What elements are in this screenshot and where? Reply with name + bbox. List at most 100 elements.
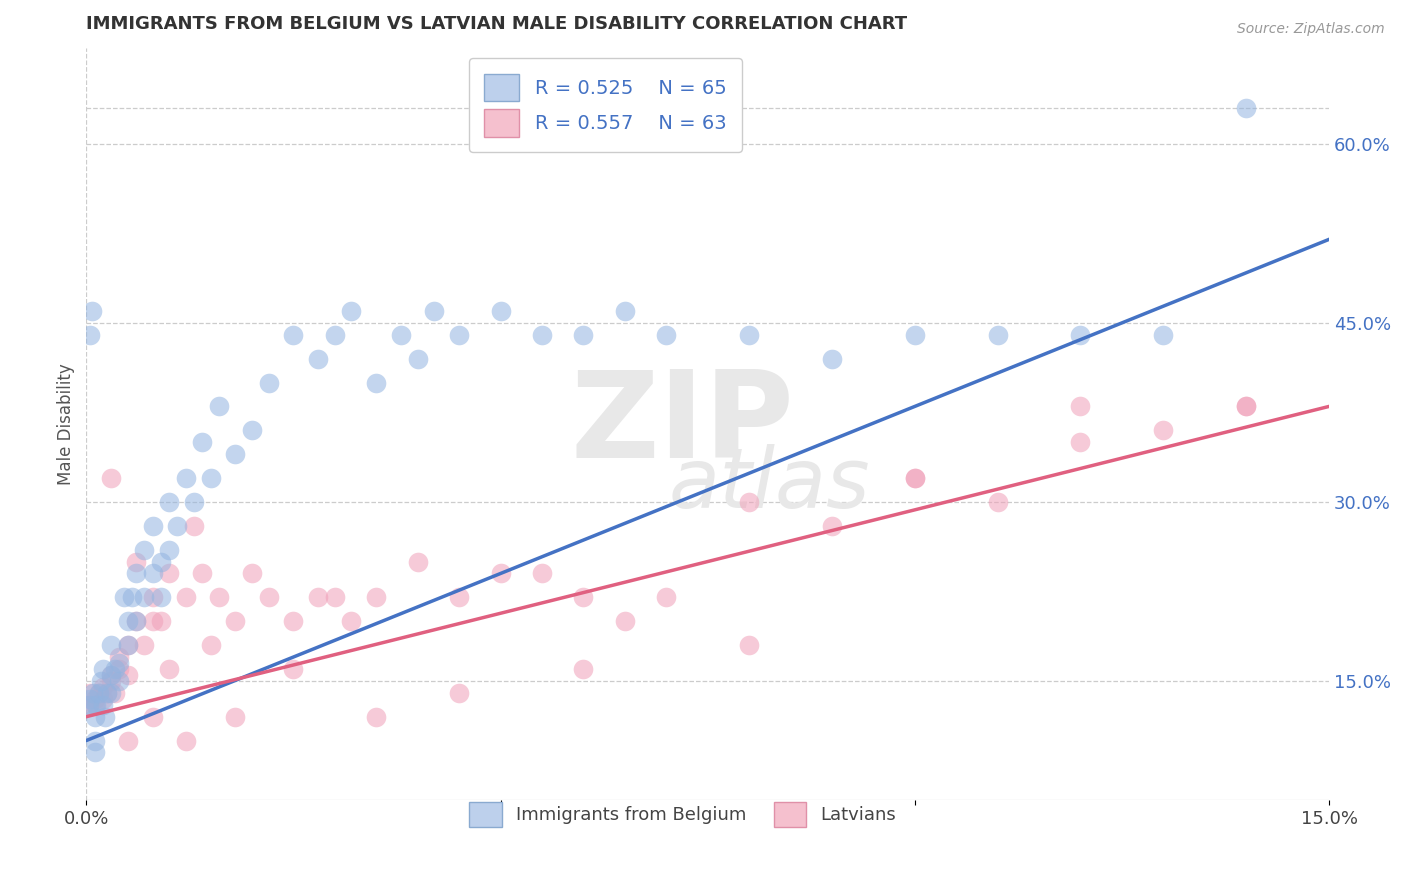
Point: [157, 662, 180, 676]
Point: [83, 709, 105, 723]
Point: [149, 555, 172, 569]
Point: [149, 614, 172, 628]
Point: [613, 614, 636, 628]
Point: [904, 471, 927, 485]
Point: [307, 351, 329, 366]
Point: [572, 591, 595, 605]
Point: [117, 614, 139, 628]
Point: [117, 638, 139, 652]
Point: [821, 518, 844, 533]
Point: [83, 691, 105, 706]
Point: [572, 662, 595, 676]
Point: [90, 673, 112, 688]
Point: [655, 591, 678, 605]
Point: [200, 638, 222, 652]
Point: [87, 686, 110, 700]
Point: [449, 327, 471, 342]
Point: [134, 638, 156, 652]
Point: [489, 566, 512, 581]
Point: [489, 304, 512, 318]
Point: [389, 327, 412, 342]
Point: [200, 471, 222, 485]
Point: [283, 327, 305, 342]
Point: [406, 351, 429, 366]
Point: [323, 591, 346, 605]
Point: [224, 447, 246, 461]
Point: [83, 746, 105, 760]
Text: atlas: atlas: [669, 444, 870, 525]
Point: [142, 566, 165, 581]
Point: [79, 327, 101, 342]
Point: [100, 668, 122, 682]
Point: [82, 686, 104, 700]
Point: [340, 614, 363, 628]
Point: [323, 327, 346, 342]
Point: [125, 566, 148, 581]
Point: [257, 376, 280, 390]
Point: [183, 518, 205, 533]
Point: [1069, 435, 1091, 450]
Point: [100, 686, 122, 700]
Point: [84, 698, 107, 712]
Point: [1234, 101, 1257, 115]
Point: [108, 650, 131, 665]
Point: [174, 591, 197, 605]
Point: [83, 698, 105, 712]
Point: [208, 400, 231, 414]
Point: [904, 327, 927, 342]
Text: ZIP: ZIP: [571, 366, 794, 483]
Point: [1069, 400, 1091, 414]
Point: [100, 638, 122, 652]
Point: [100, 673, 122, 688]
Point: [1152, 423, 1174, 437]
Point: [191, 435, 214, 450]
Legend: Immigrants from Belgium, Latvians: Immigrants from Belgium, Latvians: [460, 793, 905, 837]
Point: [87, 686, 110, 700]
Point: [366, 376, 388, 390]
Point: [987, 495, 1010, 509]
Point: [166, 518, 188, 533]
Point: [91, 691, 114, 706]
Point: [100, 668, 122, 682]
Point: [738, 327, 761, 342]
Point: [987, 327, 1010, 342]
Point: [613, 304, 636, 318]
Point: [91, 698, 114, 712]
Point: [77, 698, 100, 712]
Point: [142, 709, 165, 723]
Point: [423, 304, 446, 318]
Point: [117, 638, 139, 652]
Point: [108, 662, 131, 676]
Point: [257, 591, 280, 605]
Point: [904, 471, 927, 485]
Point: [1234, 400, 1257, 414]
Point: [125, 614, 148, 628]
Point: [77, 698, 100, 712]
Point: [83, 733, 105, 747]
Point: [96, 686, 118, 700]
Point: [449, 686, 471, 700]
Point: [174, 471, 197, 485]
Point: [738, 495, 761, 509]
Point: [157, 495, 180, 509]
Point: [449, 591, 471, 605]
Point: [572, 327, 595, 342]
Point: [149, 591, 172, 605]
Point: [283, 662, 305, 676]
Point: [142, 614, 165, 628]
Point: [283, 614, 305, 628]
Point: [655, 327, 678, 342]
Point: [1234, 400, 1257, 414]
Point: [240, 566, 263, 581]
Point: [240, 423, 263, 437]
Point: [91, 680, 114, 694]
Point: [183, 495, 205, 509]
Point: [117, 733, 139, 747]
Point: [121, 591, 143, 605]
Point: [366, 709, 388, 723]
Point: [100, 471, 122, 485]
Point: [96, 686, 118, 700]
Point: [104, 662, 127, 676]
Point: [1069, 327, 1091, 342]
Point: [108, 673, 131, 688]
